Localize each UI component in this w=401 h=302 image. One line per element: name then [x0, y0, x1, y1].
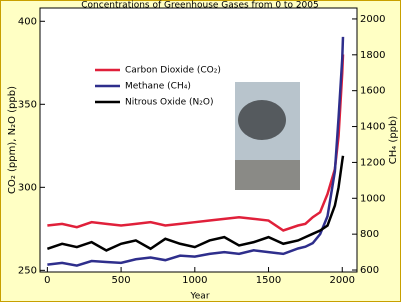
y2-tick-label: 2000 [360, 14, 385, 25]
y2-tick-label: 1400 [360, 122, 385, 133]
chart: Concentrations of Greenhouse Gases from … [0, 0, 401, 302]
photo-road [235, 160, 300, 190]
chart-title: Concentrations of Greenhouse Gases from … [81, 1, 318, 11]
legend-label: Methane (CH₄) [125, 82, 191, 92]
plot-area [40, 8, 357, 272]
y-tick-label: 350 [18, 99, 37, 110]
x-tick-label: 2000 [330, 275, 355, 286]
x-axis-label: Year [189, 292, 209, 302]
photo-inset [235, 82, 300, 190]
y2-tick-label: 1800 [360, 50, 385, 61]
legend-label: Nitrous Oxide (N₂O) [125, 98, 214, 108]
y2-tick-label: 1000 [360, 193, 385, 204]
legend-label: Carbon Dioxide (CO₂) [125, 66, 221, 76]
y2-tick-label: 1200 [360, 157, 385, 168]
y2-axis-label: CH₄ (ppb) [388, 116, 399, 165]
page: {"chart_data": {"type": "line", "title":… [0, 0, 401, 302]
y-tick-label: 400 [18, 16, 37, 27]
y2-tick-label: 1600 [360, 86, 385, 97]
x-tick-label: 1000 [182, 275, 207, 286]
y2-tick-label: 600 [360, 265, 379, 276]
photo-smoke [238, 100, 286, 140]
y2-tick-label: 800 [360, 229, 379, 240]
x-tick-label: 500 [112, 275, 131, 286]
x-tick-label: 0 [44, 275, 50, 286]
y-tick-label: 250 [18, 265, 37, 276]
x-tick-label: 1500 [256, 275, 281, 286]
y-axis-label: CO₂ (ppm), N₂O (ppb) [7, 86, 18, 194]
y-tick-label: 300 [18, 182, 37, 193]
